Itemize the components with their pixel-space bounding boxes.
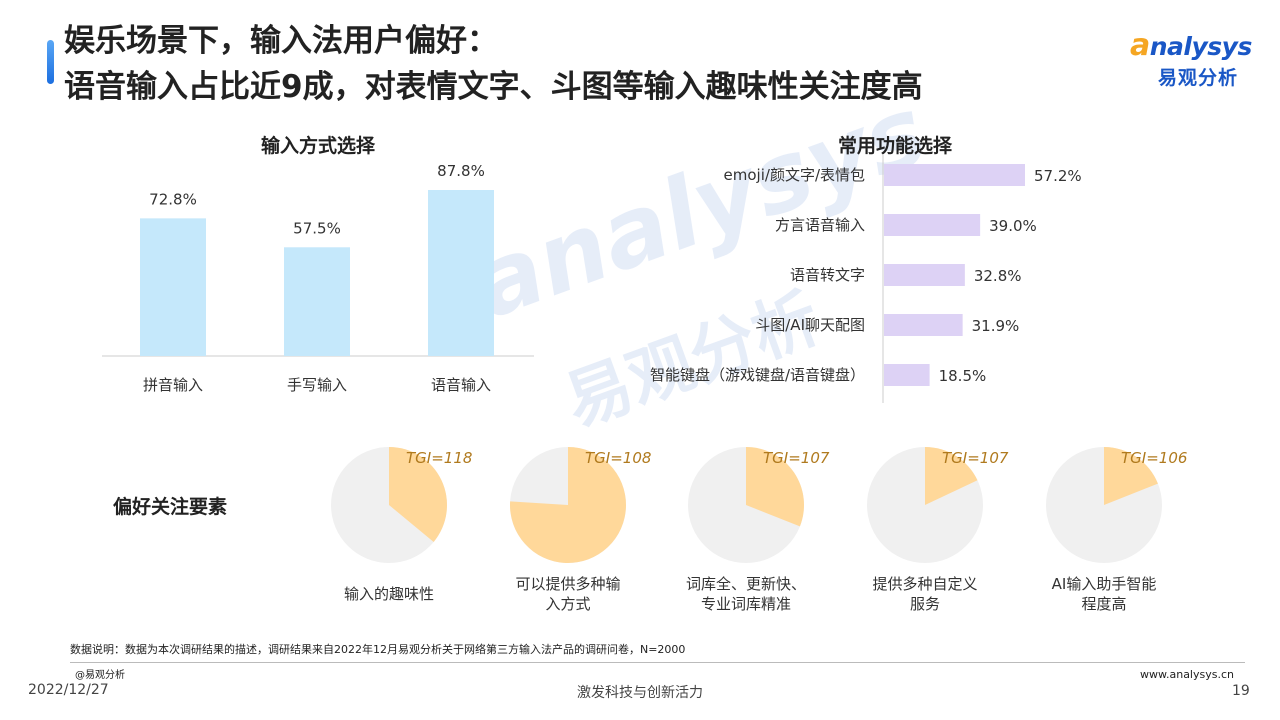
hbar-5 xyxy=(884,364,930,386)
bar-1 xyxy=(140,218,206,356)
pie-label-line: 服务 xyxy=(909,595,940,613)
hbar-value-label: 18.5% xyxy=(939,367,987,385)
bar-value-label: 87.8% xyxy=(437,162,485,180)
hbar-1 xyxy=(884,164,1025,186)
tgi-label: TGI=107 xyxy=(942,449,1009,467)
hbar-category-label: 方言语音输入 xyxy=(775,216,865,234)
bar-3 xyxy=(428,190,494,356)
page-number: 19 xyxy=(1232,683,1250,699)
footer-divider xyxy=(70,662,1245,663)
pie-slice xyxy=(925,447,978,505)
hbar-value-label: 57.2% xyxy=(1034,167,1082,185)
tgi-label: TGI=106 xyxy=(1121,449,1188,467)
bar-category-label: 语音输入 xyxy=(431,376,491,394)
preference-section-label: 偏好关注要素 xyxy=(113,496,228,518)
bar-category-label: 手写输入 xyxy=(287,376,347,394)
tgi-label: TGI=118 xyxy=(406,449,473,467)
pie-label-line: 程度高 xyxy=(1081,595,1127,613)
bar-value-label: 57.5% xyxy=(293,219,341,237)
hbar-4 xyxy=(884,314,963,336)
input-method-chart-title: 输入方式选择 xyxy=(260,135,375,157)
pie-5 xyxy=(1046,447,1162,563)
logo-text-cn: 易观分析 xyxy=(1158,67,1239,89)
bar-value-label: 72.8% xyxy=(149,190,197,208)
pie-3 xyxy=(688,447,804,563)
title-accent-bar xyxy=(47,40,54,84)
footer-date: 2022/12/27 xyxy=(28,682,109,698)
analysys-logo: analysys 易观分析 xyxy=(1130,28,1260,98)
pie-category-label: AI输入助手智能 程度高 xyxy=(1019,574,1189,614)
pie-slice xyxy=(746,447,804,527)
tgi-label: TGI=107 xyxy=(763,449,830,467)
hbar-category-label: 语音转文字 xyxy=(790,266,865,284)
page-title: 娱乐场景下，输入法用户偏好： 语音输入占比近9成，对表情文字、斗图等输入趣味性关… xyxy=(64,18,923,110)
pie-2 xyxy=(510,447,626,563)
tgi-label: TGI=108 xyxy=(585,449,652,467)
pie-slice xyxy=(1104,447,1158,505)
data-note: 数据说明：数据为本次调研结果的描述，调研结果来自2022年12月易观分析关于网络… xyxy=(70,643,686,656)
hbar-value-label: 31.9% xyxy=(972,317,1020,335)
pie-4 xyxy=(867,447,983,563)
pie-category-label: 输入的趣味性 xyxy=(304,584,474,604)
pie-category-label: 提供多种自定义 服务 xyxy=(840,574,1010,614)
logo-text-en: analysys xyxy=(1130,28,1252,63)
pie-label-line: 可以提供多种输 xyxy=(515,575,621,593)
pie-label-line: 输入的趣味性 xyxy=(343,585,434,603)
hbar-value-label: 39.0% xyxy=(989,217,1037,235)
pie-slice xyxy=(510,447,626,563)
title-line-1: 娱乐场景下，输入法用户偏好： xyxy=(64,23,498,59)
title-line-2: 语音输入占比近9成，对表情文字、斗图等输入趣味性关注度高 xyxy=(64,69,923,105)
pie-label-line: 专业词库精准 xyxy=(700,595,791,613)
pie-label-line: 词库全、更新快、 xyxy=(685,575,806,593)
footer-brand: @易观分析 xyxy=(75,670,125,681)
pie-label-line: AI输入助手智能 xyxy=(1051,575,1157,593)
pie-category-label: 可以提供多种输 入方式 xyxy=(483,574,653,614)
pie-1 xyxy=(331,447,447,563)
hbar-category-label: 斗图/AI聊天配图 xyxy=(755,316,865,334)
hbar-3 xyxy=(884,264,965,286)
hbar-category-label: emoji/颜文字/表情包 xyxy=(724,166,865,184)
hbar-category-label: 智能键盘（游戏键盘/语音键盘） xyxy=(650,366,865,384)
pie-label-line: 入方式 xyxy=(545,595,591,613)
input-method-bar-chart: 72.8% 拼音输入 57.5% 手写输入 87.8% 语音输入 xyxy=(102,162,534,394)
pie-label-line: 提供多种自定义 xyxy=(872,575,978,593)
footer-slogan: 激发科技与创新活力 xyxy=(577,685,703,701)
bar-category-label: 拼音输入 xyxy=(143,376,203,394)
pie-slice xyxy=(389,447,447,542)
function-hbar-chart: emoji/颜文字/表情包 57.2% 方言语音输入 39.0% 语音转文字 32.8% 斗… xyxy=(650,155,1082,403)
function-chart-title: 常用功能选择 xyxy=(837,135,952,157)
hbar-value-label: 32.8% xyxy=(974,267,1022,285)
pie-category-label: 词库全、更新快、 专业词库精准 xyxy=(661,574,831,614)
footer-url: www.analysys.cn xyxy=(1140,668,1234,681)
bar-2 xyxy=(284,247,350,356)
hbar-2 xyxy=(884,214,981,236)
